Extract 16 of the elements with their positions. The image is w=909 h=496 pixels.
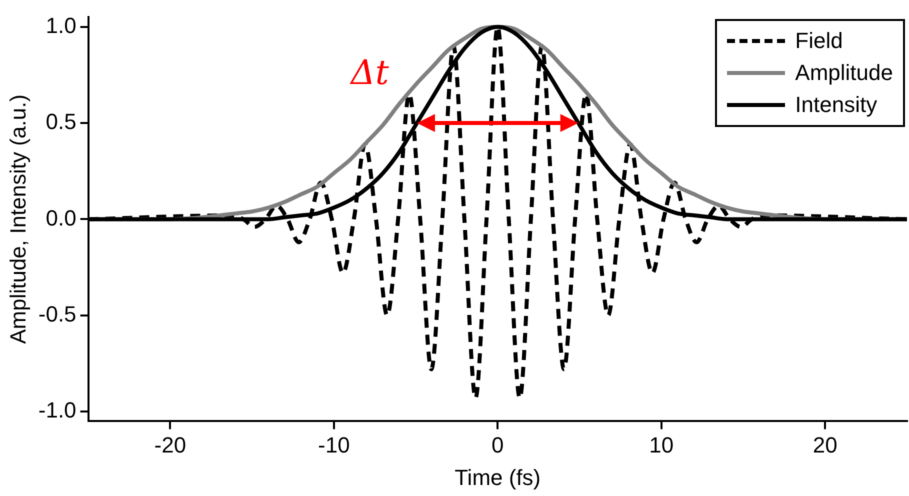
y-tick-label: -1.0 (38, 398, 76, 423)
y-tick-label: 1.0 (46, 12, 76, 38)
x-axis-title: Time (fs) (454, 464, 541, 490)
annotation: Δt (348, 52, 390, 93)
x-tick-label: 20 (812, 432, 838, 458)
legend-label: Intensity (795, 91, 878, 120)
x-tick-label: 10 (649, 432, 674, 458)
y-tick-label: 0.0 (46, 205, 76, 230)
y-tick-label: -0.5 (38, 301, 76, 326)
x-tick-label: -20 (154, 432, 186, 458)
legend-label: Field (795, 27, 843, 56)
y-tick-label: 0.5 (46, 109, 76, 134)
legend-label: Amplitude (795, 59, 893, 88)
x-tick-label: 0 (492, 432, 504, 458)
x-tick-label: -10 (318, 432, 350, 458)
y-axis-title: Amplitude, Intensity (a.u.) (5, 94, 30, 344)
